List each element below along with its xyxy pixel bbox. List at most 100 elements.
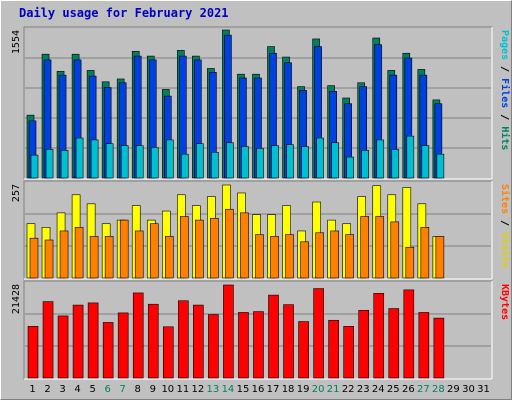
x-tick-label: 3	[59, 384, 65, 395]
kbytes-bar	[132, 292, 144, 379]
sites-bar	[59, 230, 69, 279]
kbytes-bar	[253, 311, 264, 379]
kbytes-bar	[162, 326, 174, 379]
chart-title: Daily usage for February 2021	[19, 6, 229, 20]
kbytes-bar	[343, 326, 354, 379]
pages-bar	[256, 148, 264, 179]
sites-bar	[89, 236, 99, 279]
kbytes-bar	[418, 312, 430, 379]
sites-bar	[164, 236, 174, 279]
pages-bar	[60, 150, 69, 179]
x-tick-label: 19	[297, 384, 310, 395]
pages-bar	[391, 149, 400, 179]
pages-bar	[316, 137, 324, 179]
sites-bar	[74, 227, 84, 279]
x-tick-label: 11	[176, 384, 189, 395]
kbytes-bar	[238, 312, 249, 379]
kbytes-bar	[87, 302, 99, 379]
sites-bar	[300, 241, 309, 279]
kbytes-bar	[178, 300, 189, 379]
sites-bar	[44, 239, 54, 279]
pages-bar	[150, 147, 159, 179]
pages-bar	[45, 149, 54, 179]
x-tick-label: 14	[222, 384, 235, 395]
hits-legend-label-part: Pages	[499, 30, 510, 60]
pages-bar	[421, 145, 430, 179]
kbytes-bar	[433, 317, 445, 379]
kbytes-legend-label-part: KBytes	[499, 284, 510, 320]
x-tick-label: 10	[161, 384, 174, 395]
visits-legend-label-part: Visits	[499, 232, 511, 268]
pages-bar	[181, 153, 189, 179]
x-tick-label: 31	[477, 384, 490, 395]
hits-legend-label: Pages / Files / Hits	[499, 30, 511, 150]
kbytes-ymax-label: 21428	[11, 284, 22, 314]
pages-bar	[241, 146, 249, 179]
x-tick-label: 21	[327, 384, 340, 395]
kbytes-bar	[328, 319, 339, 379]
kbytes-bar	[298, 321, 309, 379]
sites-bar	[315, 232, 324, 279]
x-tick-label: 2	[44, 384, 50, 395]
x-tick-label: 4	[74, 384, 80, 395]
sites-bar	[435, 236, 445, 279]
sites-bar	[240, 212, 249, 279]
sites-bar	[345, 234, 354, 279]
pages-bar	[30, 154, 39, 179]
sites-bar	[149, 223, 159, 279]
kbytes-bar	[358, 309, 370, 379]
sites-bar	[29, 237, 39, 279]
x-tick-label: 27	[417, 384, 430, 395]
pages-bar	[75, 137, 84, 179]
sites-bar	[375, 216, 385, 279]
x-tick-label: 18	[282, 384, 295, 395]
kbytes-bar	[57, 315, 69, 379]
pages-bar	[376, 139, 385, 179]
kbytes-bar	[283, 304, 294, 379]
x-tick-label: 25	[387, 384, 400, 395]
kbytes-bar	[223, 284, 234, 379]
visits-legend-label: Sites / Visits	[499, 184, 511, 268]
hits-legend-label-part: Hits	[499, 126, 511, 150]
sites-bar	[210, 217, 219, 279]
x-tick-label: 9	[150, 384, 156, 395]
sites-bar	[180, 216, 189, 279]
pages-bar	[196, 143, 204, 179]
visits-legend-label-part: /	[499, 214, 510, 232]
x-tick-label: 26	[402, 384, 415, 395]
visits-ymax-label: 257	[11, 184, 22, 202]
kbytes-bar	[42, 301, 54, 379]
sites-bar	[330, 230, 339, 279]
kbytes-bar	[208, 314, 219, 379]
x-tick-label: 15	[237, 384, 250, 395]
hits-ymax-label: 1554	[11, 30, 22, 54]
kbytes-bar	[193, 304, 204, 379]
x-tick-label: 30	[462, 384, 475, 395]
pages-bar	[436, 153, 445, 179]
pages-bar	[406, 135, 415, 179]
x-tick-label: 22	[342, 384, 355, 395]
kbytes-bar	[403, 289, 415, 379]
x-tick-label: 16	[252, 384, 265, 395]
x-tick-label: 5	[89, 384, 95, 395]
x-tick-label: 20	[312, 384, 325, 395]
sites-bar	[405, 246, 415, 279]
x-tick-label: 7	[120, 384, 126, 395]
pages-bar	[105, 143, 114, 179]
sites-bar	[270, 236, 279, 279]
pages-bar	[331, 142, 339, 179]
sites-bar	[134, 230, 144, 279]
pages-bar	[301, 146, 309, 179]
pages-bar	[361, 150, 370, 179]
pages-bar	[90, 139, 99, 179]
x-tick-label: 23	[357, 384, 370, 395]
visits-legend-label-part: Sites	[499, 184, 511, 214]
hits-legend-label-part: Files	[499, 78, 511, 108]
kbytes-bar	[102, 322, 114, 379]
x-tick-label: 17	[267, 384, 280, 395]
x-tick-label: 13	[207, 384, 220, 395]
kbytes-bar	[27, 326, 39, 379]
pages-bar	[135, 145, 144, 179]
